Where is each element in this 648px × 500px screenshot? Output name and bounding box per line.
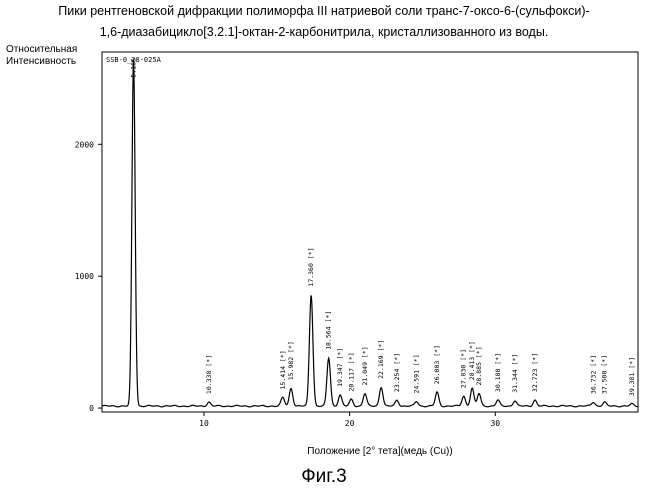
peak-label: 27.830 [*] [460,349,468,388]
caption-line-2: 1,6-диазабицикло[3.2.1]-октан-2-карбонит… [99,25,549,39]
peak-label: 28.885 [*] [475,346,483,385]
figure-label: Фиг.3 [301,466,347,487]
peak-label: 28.413 [*] [468,341,476,380]
caption-line-1: Пики рентгеновской дифракции полиморфа I… [58,4,590,18]
peak-label: 15.982 [*] [287,341,295,380]
peak-label: 26.003 [*] [433,345,441,384]
y-tick-label: 1000 [75,272,94,281]
x-axis-label: Положение [2° тета](медь (Cu)) [307,446,453,457]
peak-label: 23.254 [*] [393,353,401,392]
y-axis-label: Относительная Интенсивность [6,44,78,67]
peak-label: 31.344 [*] [511,354,519,393]
peak-label: 17.360 [*] [307,247,315,286]
peak-label: 24.591 [*] [413,354,421,393]
peak-label: 5.165 [130,58,138,78]
peak-label: 15.414 [*] [279,350,287,389]
peak-label: 10.338 [*] [205,355,213,394]
x-tick-label: 20 [345,419,355,428]
peak-label: 20.117 [*] [347,352,355,391]
peak-label: 19.347 [*] [336,348,344,387]
peak-label: 21.049 [*] [361,346,369,385]
diffraction-trace [101,59,639,408]
plot-frame [101,51,639,413]
x-tick-label: 30 [490,419,500,428]
peak-label: 32.723 [*] [531,353,539,392]
peak-label: 30.180 [*] [494,353,502,392]
peak-label: 22.169 [*] [377,340,385,379]
peak-label: 36.732 [*] [589,355,597,394]
peak-label: 37.500 [*] [601,355,609,394]
peak-label: 18.564 [*] [325,311,333,350]
x-tick-label: 10 [199,419,209,428]
y-tick-label: 0 [89,404,94,413]
y-tick-label: 2000 [75,140,94,149]
peak-label: 39.381 [*] [628,357,636,396]
